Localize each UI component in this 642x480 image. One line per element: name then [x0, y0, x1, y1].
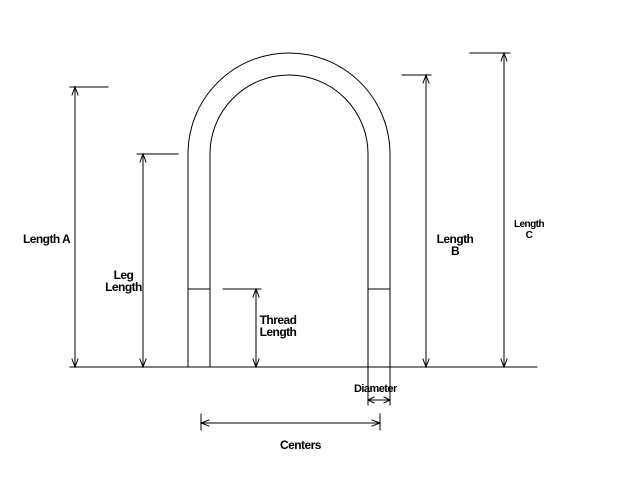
leg-length-label: Leg Length	[104, 269, 143, 293]
length-a-label: Length A	[23, 232, 71, 246]
leg-length-label-line-1: Leg	[113, 268, 134, 282]
length-b-label-line-2: B	[450, 244, 460, 258]
u-bolt-outer-outline	[187, 52, 391, 368]
length-c-label-line-1: Length	[513, 219, 545, 230]
length-b-label-line-1: Length	[436, 232, 474, 246]
diameter-left-arrow	[366, 396, 375, 404]
centers-label: Centers	[280, 438, 321, 452]
length-b-top-arrow	[422, 73, 430, 84]
thread-length-label-line-1: Thread	[259, 313, 297, 327]
thread-length-top-arrow	[252, 287, 260, 298]
leg-length-top-arrow	[139, 152, 147, 163]
length-b-bottom-arrow	[422, 358, 430, 369]
leg-length-bottom-arrow	[139, 358, 147, 369]
thread-length-label-line-2: Length	[259, 325, 297, 339]
u-bolt-inner-outline	[209, 74, 369, 368]
length-c-label: Length C	[509, 219, 549, 241]
length-a-top-arrow	[71, 85, 79, 96]
length-c-top-arrow	[500, 51, 508, 62]
thread-length-label: Thread Length	[258, 314, 298, 338]
leg-length-label-line-2: Length	[105, 280, 142, 294]
centers-left-arrow	[199, 419, 210, 427]
length-c-label-line-2: C	[525, 230, 533, 241]
length-b-label: Length B	[434, 233, 476, 257]
thread-length-bottom-arrow	[252, 358, 260, 369]
centers-right-arrow	[371, 419, 382, 427]
diameter-right-arrow	[383, 396, 392, 404]
diameter-label: Diameter	[354, 383, 397, 395]
length-c-bottom-arrow	[500, 358, 508, 369]
length-a-bottom-arrow	[71, 358, 79, 369]
